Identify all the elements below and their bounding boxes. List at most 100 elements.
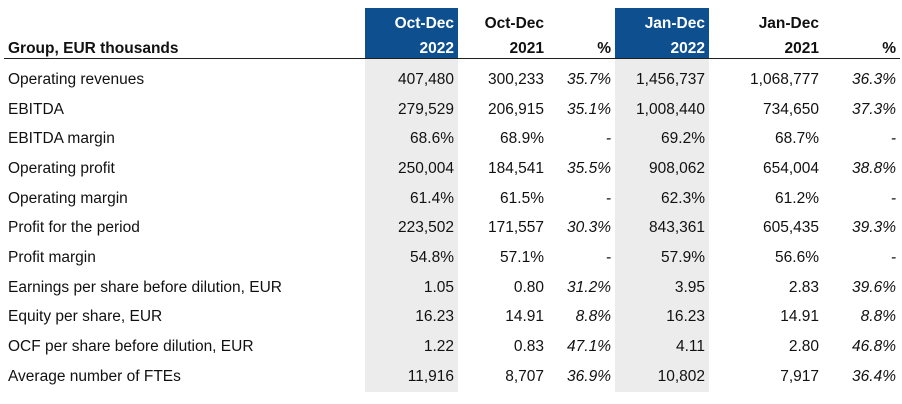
table-cell: 39.3% [852, 219, 896, 237]
row-label: Earnings per share before dilution, EUR [8, 278, 282, 296]
table-cell: 14.91 [780, 308, 819, 326]
financial-summary-table: Oct-Dec Oct-Dec Jan-Dec Jan-Dec Group, E… [4, 8, 900, 392]
table-cell: - [890, 248, 896, 266]
table-row: Operating revenues 407,480 300,233 35.7% 1,4… [4, 58, 900, 95]
table-cell: 61.4% [365, 183, 458, 214]
table-row: EBITDA 279,529 206,915 35.1% 1,008,440 734,65… [4, 94, 900, 125]
table-cell: 68.6% [365, 124, 458, 155]
table-cell: 62.3% [615, 183, 709, 214]
table-row: Profit for the period 223,502 171,557 30.3%… [4, 213, 900, 244]
row-label: EBITDA margin [8, 130, 115, 148]
table-row: EBITDA margin 68.6% 68.9% -69.2% 68.7% - [4, 124, 900, 155]
header-col-1-year: 2022 [365, 33, 458, 59]
table-cell: 35.5% [567, 159, 611, 177]
table-cell: 605,435 [762, 219, 819, 237]
table-cell: 206,915 [487, 100, 544, 118]
table-cell: 0.83 [513, 338, 544, 356]
table-cell: 279,529 [365, 94, 458, 125]
table-cell: 184,541 [487, 159, 544, 177]
table-row: Operating profit 250,004 184,541 35.5% 908,0… [4, 154, 900, 184]
table-cell: 223,502 [365, 213, 458, 244]
table-cell: 39.6% [852, 278, 896, 296]
row-label: Operating margin [8, 189, 128, 207]
table-cell: 10,802 [615, 361, 709, 392]
table-cell: - [890, 130, 896, 148]
table-cell: - [890, 189, 896, 207]
header-blank [4, 8, 365, 33]
table-cell: 56.6% [775, 248, 819, 266]
header-col-4-period: Jan-Dec [615, 8, 709, 33]
table-cell: - [605, 130, 611, 148]
table-cell: 2.80 [788, 338, 819, 356]
table-cell: 57.9% [615, 243, 709, 273]
row-label: Operating profit [8, 159, 115, 177]
table-cell: 407,480 [365, 58, 458, 95]
row-label: Operating revenues [8, 70, 145, 88]
table-cell: 37.3% [852, 100, 896, 118]
table-row: Equity per share, EUR 16.23 14.91 8.8% 16.23… [4, 302, 900, 333]
header-row-years: Group, EUR thousands 2022 2021 % 2022 20… [4, 33, 900, 59]
table-cell: 47.1% [567, 338, 611, 356]
table-cell: 16.23 [615, 302, 709, 333]
table-cell: 68.9% [500, 130, 544, 148]
table-cell: 54.8% [365, 243, 458, 273]
table-row: Average number of FTEs 11,916 8,707 36.9% 10… [4, 361, 900, 392]
header-col-2-year: 2021 [458, 33, 548, 59]
table-cell: - [605, 189, 611, 207]
table-cell: 36.9% [567, 367, 611, 385]
table-cell: 57.1% [500, 248, 544, 266]
table-cell: 7,917 [780, 367, 819, 385]
table-cell: 36.3% [852, 70, 896, 88]
table-cell: 16.23 [365, 302, 458, 333]
table-cell: 171,557 [487, 219, 544, 237]
table-cell: 38.8% [852, 159, 896, 177]
table-title: Group, EUR thousands [4, 33, 365, 59]
table-cell: 36.4% [852, 367, 896, 385]
table-body: Operating revenues 407,480 300,233 35.7% 1,4… [4, 58, 900, 392]
header-col-1-period: Oct-Dec [365, 8, 458, 33]
row-label: OCF per share before dilution, EUR [8, 338, 254, 356]
header-col-6-year: % [823, 33, 900, 59]
table-cell: 1,456,737 [615, 58, 709, 95]
header-row-periods: Oct-Dec Oct-Dec Jan-Dec Jan-Dec [4, 8, 900, 33]
table-cell: 843,361 [615, 213, 709, 244]
table-cell: 8.8% [860, 308, 896, 326]
table-cell: 734,650 [762, 100, 819, 118]
table-cell: 8,707 [505, 367, 544, 385]
table-cell: 654,004 [762, 159, 819, 177]
header-col-5-period: Jan-Dec [758, 15, 819, 32]
table-cell: - [605, 248, 611, 266]
table-cell: 61.5% [500, 189, 544, 207]
table-cell: 1,068,777 [750, 70, 819, 88]
header-col-6-period [823, 8, 900, 33]
header-col-4-year: 2022 [615, 33, 709, 59]
table-cell: 4.11 [615, 332, 709, 362]
table-cell: 31.2% [567, 278, 611, 296]
table-cell: 46.8% [852, 338, 896, 356]
row-label: Equity per share, EUR [8, 308, 163, 326]
header-col-5-year: 2021 [709, 33, 823, 59]
table-row: Operating margin 61.4% 61.5% -62.3% 61.2% - [4, 183, 900, 214]
table-cell: 35.1% [567, 100, 611, 118]
header-col-3-year: % [548, 33, 615, 59]
table-cell: 1,008,440 [615, 94, 709, 125]
row-label: EBITDA [8, 100, 64, 118]
table-cell: 11,916 [365, 361, 458, 392]
table-cell: 1.05 [365, 272, 458, 303]
table-cell: 2.83 [788, 278, 819, 296]
table-cell: 1.22 [365, 332, 458, 362]
table-cell: 35.7% [567, 70, 611, 88]
table-cell: 0.80 [513, 278, 544, 296]
row-label: Profit margin [8, 248, 96, 266]
row-label: Profit for the period [8, 219, 140, 237]
table-row: Profit margin 54.8% 57.1% -57.9% 56.6% - [4, 243, 900, 273]
table-row: OCF per share before dilution, EUR 1.22 0.… [4, 332, 900, 362]
table-row: Earnings per share before dilution, EUR 1… [4, 272, 900, 303]
table-cell: 250,004 [365, 154, 458, 184]
table-cell: 8.8% [575, 308, 611, 326]
table-cell: 300,233 [487, 70, 544, 88]
header-col-2-period: Oct-Dec [484, 15, 544, 32]
table-cell: 69.2% [615, 124, 709, 155]
row-label: Average number of FTEs [8, 367, 181, 385]
table-cell: 3.95 [615, 272, 709, 303]
